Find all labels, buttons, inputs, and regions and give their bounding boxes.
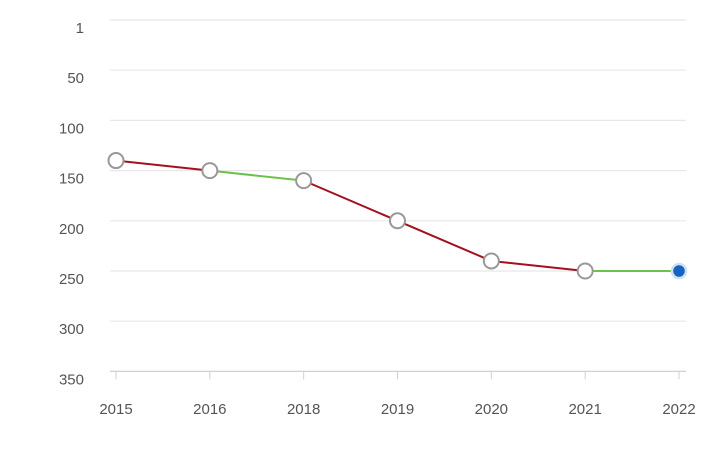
x-tick-label: 2015	[99, 401, 132, 418]
data-point	[482, 252, 500, 270]
x-tick-label: 2016	[193, 401, 226, 418]
y-tick-label: 300	[59, 321, 84, 338]
x-tick-label: 2022	[662, 401, 695, 418]
data-point	[201, 162, 219, 180]
x-tick-label: 2018	[287, 401, 320, 418]
y-tick-label: 350	[59, 371, 84, 388]
data-point	[576, 262, 594, 280]
series-segment	[208, 169, 305, 182]
y-tick-label: 250	[59, 271, 84, 288]
series-segment	[396, 219, 493, 262]
series-segment	[302, 179, 399, 222]
data-point	[295, 172, 313, 190]
series-segment	[115, 159, 211, 172]
y-tick-label: 1	[76, 20, 84, 37]
data-point-current	[670, 262, 688, 280]
x-tick-label: 2019	[381, 401, 414, 418]
x-tick-label: 2021	[568, 401, 601, 418]
y-tick-label: 100	[59, 120, 84, 137]
y-tick-label: 200	[59, 221, 84, 238]
data-point	[389, 212, 406, 230]
y-tick-label: 150	[59, 171, 84, 188]
y-tick-label: 50	[67, 70, 84, 87]
data-point	[107, 152, 125, 170]
x-tick-label: 2020	[475, 401, 508, 418]
series-segment	[490, 259, 587, 272]
